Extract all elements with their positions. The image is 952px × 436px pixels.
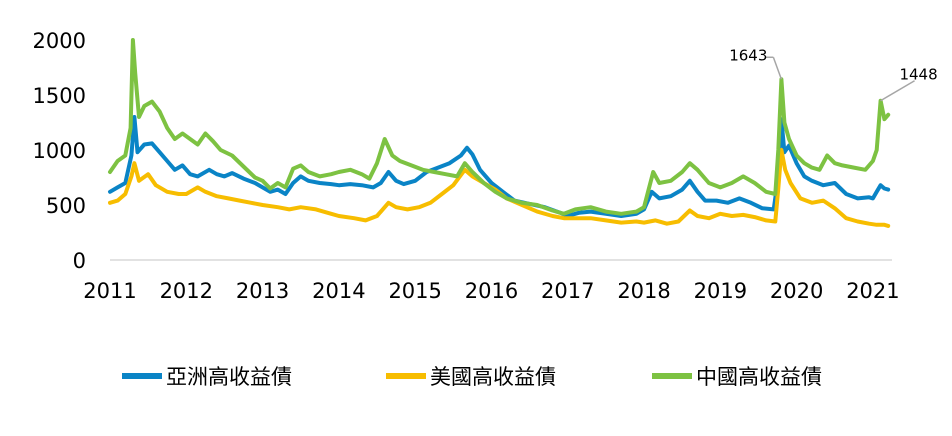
callouts: 1643 1448 bbox=[729, 46, 938, 102]
y-tick-label: 2000 bbox=[33, 29, 86, 53]
x-tick-label: 2011 bbox=[83, 279, 136, 303]
y-tick-label: 1000 bbox=[33, 139, 86, 163]
legend-label-2: 美國高收益債 bbox=[430, 365, 556, 389]
legend-label-1: 亞洲高收益債 bbox=[166, 365, 292, 389]
callout-leader-line bbox=[880, 80, 915, 102]
legend-label-3: 中國高收益債 bbox=[696, 365, 822, 389]
x-tick-label: 2012 bbox=[160, 279, 213, 303]
legend: 亞洲高收益債 美國高收益債 中國高收益債 bbox=[122, 365, 822, 389]
y-axis-tick-labels: 0 500 1000 1500 2000 bbox=[33, 29, 86, 273]
x-tick-label: 2020 bbox=[770, 279, 823, 303]
series-line-3 bbox=[108, 38, 891, 216]
x-tick-label: 2013 bbox=[236, 279, 289, 303]
callout-label: 1448 bbox=[899, 66, 937, 84]
x-tick-label: 2021 bbox=[846, 279, 899, 303]
x-tick-label: 2016 bbox=[465, 279, 518, 303]
callout-label: 1643 bbox=[729, 46, 767, 64]
x-tick-label: 2018 bbox=[617, 279, 670, 303]
x-tick-label: 2015 bbox=[388, 279, 441, 303]
y-tick-label: 1500 bbox=[33, 84, 86, 108]
series-line-1 bbox=[108, 115, 891, 218]
callout-leader-line bbox=[772, 57, 783, 80]
x-axis-tick-labels: 2011 2012 2013 2014 2015 2016 2017 2018 2019 2020… bbox=[83, 279, 899, 303]
y-tick-label: 0 bbox=[73, 249, 86, 273]
x-tick-label: 2017 bbox=[541, 279, 594, 303]
x-tick-label: 2014 bbox=[312, 279, 365, 303]
y-tick-label: 500 bbox=[46, 194, 86, 218]
x-tick-label: 2019 bbox=[694, 279, 747, 303]
series-lines bbox=[108, 38, 891, 228]
